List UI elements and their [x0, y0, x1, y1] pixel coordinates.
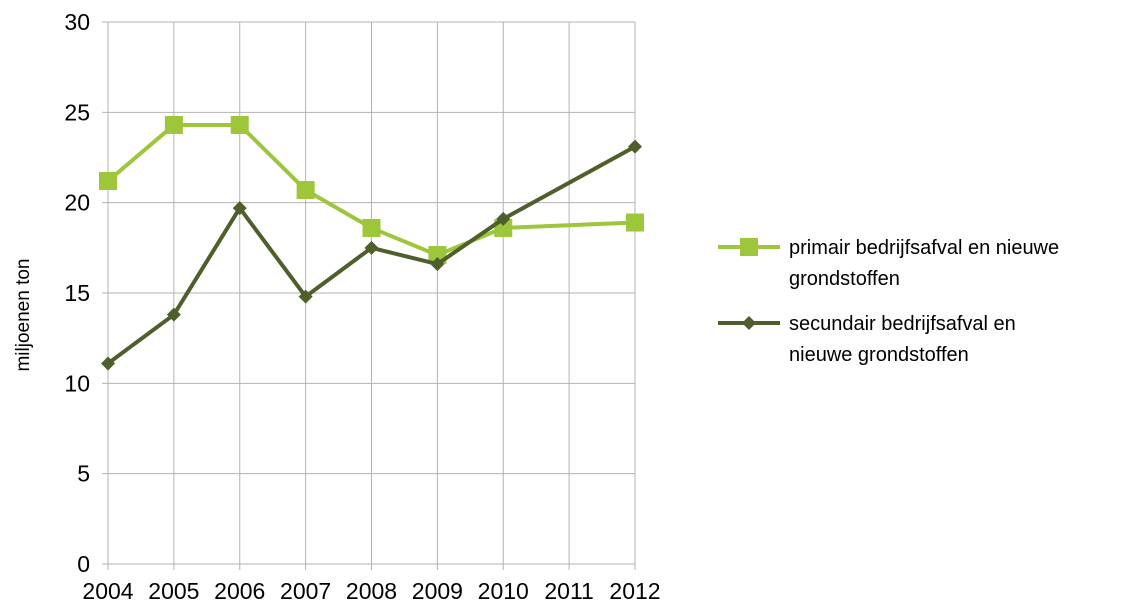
- series-2: [101, 139, 642, 371]
- data-point-marker: [628, 139, 642, 154]
- axes: [107, 22, 635, 565]
- data-point-marker: [430, 257, 445, 272]
- y-tick-label: 5: [77, 461, 90, 487]
- series-line: [106, 122, 636, 258]
- y-tick-labels: 0 5 10 15 20 25 30: [64, 9, 90, 577]
- x-tick-label: 2004: [82, 578, 133, 604]
- x-tick-labels: 2004 2005 2006 2007 2008 2009 2010 2011 2012: [82, 578, 660, 604]
- data-point-marker: [364, 240, 379, 255]
- data-point-marker: [166, 307, 181, 322]
- series-line: [106, 144, 636, 366]
- legend-marker: [740, 238, 758, 256]
- y-tick-label: 20: [64, 190, 90, 216]
- x-tick-label: 2008: [346, 578, 397, 604]
- data-point-marker: [362, 218, 381, 237]
- x-tick-label: 2009: [412, 578, 463, 604]
- x-tick-label: 2007: [280, 578, 331, 604]
- data-point-marker: [298, 289, 313, 304]
- y-tick-label: 15: [64, 280, 90, 306]
- legend: primair bedrijfsafval en nieuwe grondstof…: [718, 237, 1059, 366]
- data-point-marker: [230, 115, 249, 134]
- y-tick-label: 10: [64, 370, 90, 396]
- legend-label: nieuwe grondstoffen: [789, 344, 969, 366]
- x-tick-label: 2005: [148, 578, 199, 604]
- y-tick-label: 25: [64, 99, 90, 125]
- legend-marker: [742, 316, 756, 330]
- series-group: [99, 115, 644, 371]
- data-point-marker: [496, 211, 511, 226]
- legend-label: grondstoffen: [789, 268, 900, 290]
- x-tick-label: 2010: [478, 578, 529, 604]
- data-point-marker: [232, 201, 247, 216]
- data-point-marker: [101, 356, 115, 371]
- grid-lines: [102, 21, 636, 570]
- legend-item-1: primair bedrijfsafval en nieuwe grondstof…: [718, 237, 1059, 290]
- data-point-marker: [99, 171, 117, 190]
- legend-item-2: secundair bedrijfsafval en nieuwe grondst…: [718, 313, 1016, 366]
- legend-label: primair bedrijfsafval en nieuwe: [789, 237, 1059, 259]
- data-point-marker: [164, 115, 183, 134]
- x-tick-label: 2011: [544, 578, 593, 604]
- data-point-marker: [626, 213, 644, 232]
- y-tick-label: 30: [64, 9, 90, 35]
- y-axis-title: miljoenen ton: [13, 258, 34, 371]
- data-point-marker: [296, 181, 315, 200]
- y-tick-label: 0: [77, 551, 90, 577]
- legend-label: secundair bedrijfsafval en: [789, 313, 1016, 335]
- x-tick-label: 2006: [214, 578, 265, 604]
- x-tick-label: 2012: [609, 578, 660, 604]
